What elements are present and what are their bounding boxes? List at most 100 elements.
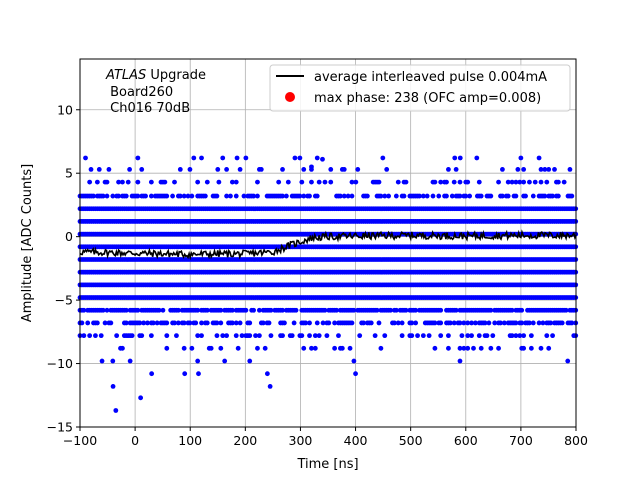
sample-point (256, 333, 262, 339)
sample-point (544, 333, 550, 339)
sample-point (513, 193, 519, 199)
sample-point (301, 345, 307, 351)
sample-point (513, 179, 519, 185)
sample-point (96, 167, 102, 172)
sample-point (538, 167, 544, 172)
sample-point (544, 179, 550, 185)
sample-point (187, 320, 193, 326)
sample-point (536, 155, 542, 161)
sample-point (100, 193, 106, 199)
sample-point (135, 155, 141, 161)
sample-point (138, 395, 144, 401)
y-tick-label: 0 (65, 229, 73, 244)
sample-point (528, 333, 534, 339)
sample-point (357, 333, 363, 339)
sample-point (104, 307, 110, 313)
sample-point (444, 179, 449, 185)
sample-point (199, 320, 204, 326)
sample-point (216, 179, 222, 185)
sample-point (555, 193, 561, 199)
sample-point (139, 333, 145, 339)
sample-point (415, 333, 420, 339)
sample-point (218, 345, 224, 351)
sample-point (546, 345, 552, 351)
sample-point (314, 155, 320, 161)
sample-point (322, 179, 328, 185)
sample-point (540, 320, 546, 326)
sample-point (237, 167, 243, 172)
sample-point (457, 358, 463, 364)
sample-point (148, 193, 154, 199)
sample-point (110, 193, 116, 199)
sample-point (123, 193, 129, 199)
sample-point (316, 179, 322, 185)
sample-point (196, 371, 201, 377)
sample-point (228, 193, 233, 199)
sample-points (77, 155, 579, 413)
sample-point (108, 320, 114, 326)
sample-point (486, 320, 492, 326)
sample-point (309, 164, 314, 170)
sample-point (208, 345, 214, 351)
sample-point (550, 193, 555, 199)
sample-point (467, 193, 473, 199)
annotation-line-1: ATLAS Upgrade (105, 68, 206, 83)
sample-point (518, 155, 524, 161)
sample-point (99, 358, 105, 364)
sample-point (403, 307, 409, 313)
sample-point (307, 320, 312, 326)
sample-point (309, 179, 314, 185)
sample-point (150, 320, 156, 326)
sample-point (527, 320, 532, 326)
sample-point (509, 179, 515, 185)
sample-point (430, 193, 436, 199)
sample-point (478, 345, 484, 351)
sample-point (457, 193, 463, 199)
sample-point (378, 345, 384, 351)
sample-point (114, 333, 120, 339)
sample-point (426, 333, 432, 339)
sample-point (285, 179, 291, 185)
legend-entry-max-phase: max phase: 238 (OFC amp=0.008) (314, 91, 541, 106)
sample-point (459, 333, 465, 339)
sample-point (409, 333, 415, 339)
sample-point (513, 320, 519, 326)
sample-point (316, 333, 322, 339)
x-tick-label: 100 (178, 433, 202, 448)
sample-point (314, 320, 320, 326)
sample-point (565, 358, 571, 364)
sample-point (374, 307, 380, 313)
sample-point (488, 193, 494, 199)
sample-point (521, 345, 527, 351)
sample-point (567, 167, 573, 172)
sample-point (149, 371, 155, 377)
sample-point (532, 179, 538, 185)
sample-point (239, 333, 245, 339)
sample-point (237, 320, 243, 326)
sample-point (432, 345, 438, 351)
sample-point (528, 345, 534, 351)
sample-point (542, 193, 548, 199)
sample-point (145, 320, 150, 326)
x-tick-label: −100 (63, 433, 97, 448)
sample-point (280, 333, 285, 339)
sample-point (498, 320, 503, 326)
sample-point (135, 307, 141, 313)
sample-point (81, 333, 87, 339)
x-tick-label: 200 (233, 433, 257, 448)
sample-point (170, 193, 175, 199)
sample-point (162, 179, 168, 185)
sample-point (476, 333, 482, 339)
sample-point (280, 167, 285, 172)
sample-point (521, 333, 527, 339)
sample-point (474, 155, 480, 161)
sample-point (283, 193, 289, 199)
x-tick-label: 300 (289, 433, 313, 448)
sample-point (154, 320, 160, 326)
sample-point (392, 320, 397, 326)
sample-point (403, 179, 409, 185)
sample-point (233, 333, 239, 339)
sample-point (569, 193, 575, 199)
sample-point (527, 179, 532, 185)
sample-point (199, 155, 204, 161)
